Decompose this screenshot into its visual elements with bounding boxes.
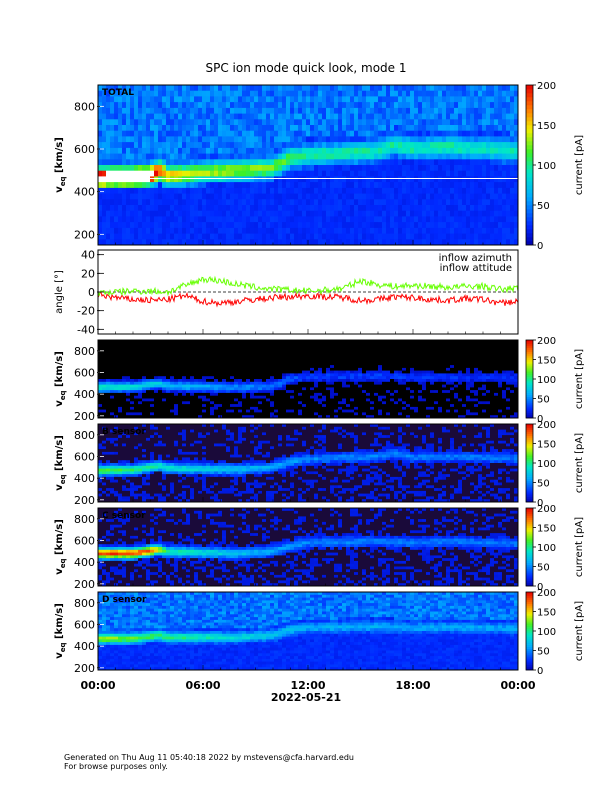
colorbar-tick-label: 150: [537, 121, 556, 132]
y-tick-label: 40: [81, 249, 95, 262]
colorbar-tick-label: 50: [537, 479, 550, 490]
panel-label: C sensor: [102, 511, 146, 521]
y-tick-label: 20: [81, 267, 95, 280]
y-tick-label: 400: [74, 186, 95, 199]
heatmap-cells: [98, 340, 519, 419]
y-tick-label: 600: [74, 143, 95, 156]
colorbar-tick-label: 0: [537, 582, 543, 593]
colorbar: 0 50 100 150 200 current [pA]: [525, 504, 585, 593]
colorbar-label: current [pA]: [574, 135, 585, 195]
series-line-1: [97, 275, 519, 297]
x-tick-label: 06:00: [185, 679, 220, 692]
panel-label: A sensor: [102, 343, 147, 353]
colorbar: 0 50 100 150 200 current [pA]: [525, 588, 585, 677]
colorbar-tick-label: 100: [537, 375, 556, 386]
y-tick-label: 600: [74, 535, 95, 548]
colorbar-label: current [pA]: [574, 517, 585, 577]
heatmap-cells: [98, 592, 519, 671]
y-tick-label: 200: [74, 410, 95, 423]
panel-0: 0 50 100 150 200 current [pA] TOTAL 200 400 600 80…: [54, 81, 585, 252]
y-tick-label: 200: [74, 578, 95, 591]
y-axis-label: angle [°]: [54, 270, 65, 314]
y-tick-label: -40: [77, 323, 95, 336]
panel-3: 0 50 100 150 200 current [pA] B sensor 200 400 60…: [54, 420, 585, 509]
colorbar-tick-label: 200: [537, 504, 556, 515]
colorbar: 0 50 100 150 200 current [pA]: [525, 420, 585, 509]
y-tick-label: 800: [74, 513, 95, 526]
footer-browse-note: For browse purposes only.: [64, 762, 168, 771]
colorbar-tick-label: 150: [537, 440, 556, 451]
date-label: 2022-05-21: [271, 691, 341, 704]
panel-label: TOTAL: [102, 88, 134, 98]
y-tick-label: 200: [74, 228, 95, 241]
y-tick-label: 600: [74, 367, 95, 380]
colorbar-tick-label: 150: [537, 524, 556, 535]
legend-entry: inflow azimuth: [439, 253, 512, 264]
y-tick-label: 800: [74, 345, 95, 358]
colorbar-tick-label: 200: [537, 588, 556, 599]
heatmap-cells: [98, 508, 519, 587]
colorbar-tick-label: 100: [537, 543, 556, 554]
colorbar-tick-label: 100: [537, 459, 556, 470]
y-tick-label: 400: [74, 472, 95, 485]
y-tick-label: 800: [74, 597, 95, 610]
y-tick-label: -20: [77, 305, 95, 318]
footer-generated-line: Generated on Thu Aug 11 05:40:18 2022 by…: [64, 753, 354, 762]
figure-title: SPC ion mode quick look, mode 1: [206, 61, 407, 75]
y-tick-label: 600: [74, 619, 95, 632]
colorbar-tick-label: 100: [537, 161, 556, 172]
colorbar-tick-label: 0: [537, 241, 543, 252]
x-tick-label: 12:00: [290, 679, 325, 692]
colorbar-label: current [pA]: [574, 601, 585, 661]
colorbar-tick-label: 50: [537, 647, 550, 658]
y-tick-label: 600: [74, 451, 95, 464]
colorbar-tick-label: 200: [537, 81, 556, 92]
y-axis-label: veq [km/s]: [54, 137, 67, 193]
colorbar-tick-label: 200: [537, 336, 556, 347]
y-axis-label: veq [km/s]: [54, 603, 67, 659]
colorbar-label: current [pA]: [574, 433, 585, 493]
legend-entry: inflow attitude: [440, 263, 512, 274]
time-axis: 00:00 06:00 12:00 18:00 00:00: [80, 679, 535, 692]
y-tick-label: 400: [74, 556, 95, 569]
footer: Generated on Thu Aug 11 05:40:18 2022 by…: [64, 753, 354, 771]
panel-2: 0 50 100 150 200 current [pA] A sensor 200 400 60…: [54, 336, 585, 425]
y-tick-label: 800: [74, 100, 95, 113]
colorbar-label: current [pA]: [574, 349, 585, 409]
heatmap-cells: [98, 85, 519, 246]
y-tick-label: 200: [74, 494, 95, 507]
colorbar-tick-label: 0: [537, 666, 543, 677]
x-tick-label: 18:00: [395, 679, 430, 692]
series-line-0: [97, 291, 519, 308]
colorbar: 0 50 100 150 200 current [pA]: [525, 336, 585, 425]
colorbar-tick-label: 0: [537, 498, 543, 509]
heatmap-cells: [98, 424, 519, 503]
colorbar-tick-label: 200: [537, 420, 556, 431]
y-axis-label: veq [km/s]: [54, 435, 67, 491]
panel-4: 0 50 100 150 200 current [pA] C sensor 200 400 60…: [54, 504, 585, 593]
panel-5: 0 50 100 150 200 current [pA] D sensor 200 400 60…: [54, 588, 585, 677]
y-axis-label: veq [km/s]: [54, 351, 67, 407]
panel-label: B sensor: [102, 427, 146, 437]
y-tick-label: 400: [74, 388, 95, 401]
colorbar-tick-label: 150: [537, 356, 556, 367]
x-tick-label: 00:00: [80, 679, 115, 692]
y-tick-label: 400: [74, 640, 95, 653]
colorbar-tick-label: 0: [537, 414, 543, 425]
y-tick-label: 200: [74, 662, 95, 675]
y-tick-label: 800: [74, 429, 95, 442]
colorbar-tick-label: 50: [537, 395, 550, 406]
x-tick-label: 00:00: [500, 679, 535, 692]
y-tick-label: 0: [88, 286, 95, 299]
colorbar-tick-label: 50: [537, 201, 550, 212]
colorbar-tick-label: 150: [537, 608, 556, 619]
colorbar: 0 50 100 150 200 current [pA]: [525, 81, 585, 252]
colorbar-tick-label: 100: [537, 627, 556, 638]
colorbar-tick-label: 50: [537, 563, 550, 574]
panel-label: D sensor: [102, 595, 147, 605]
y-axis-label: veq [km/s]: [54, 519, 67, 575]
